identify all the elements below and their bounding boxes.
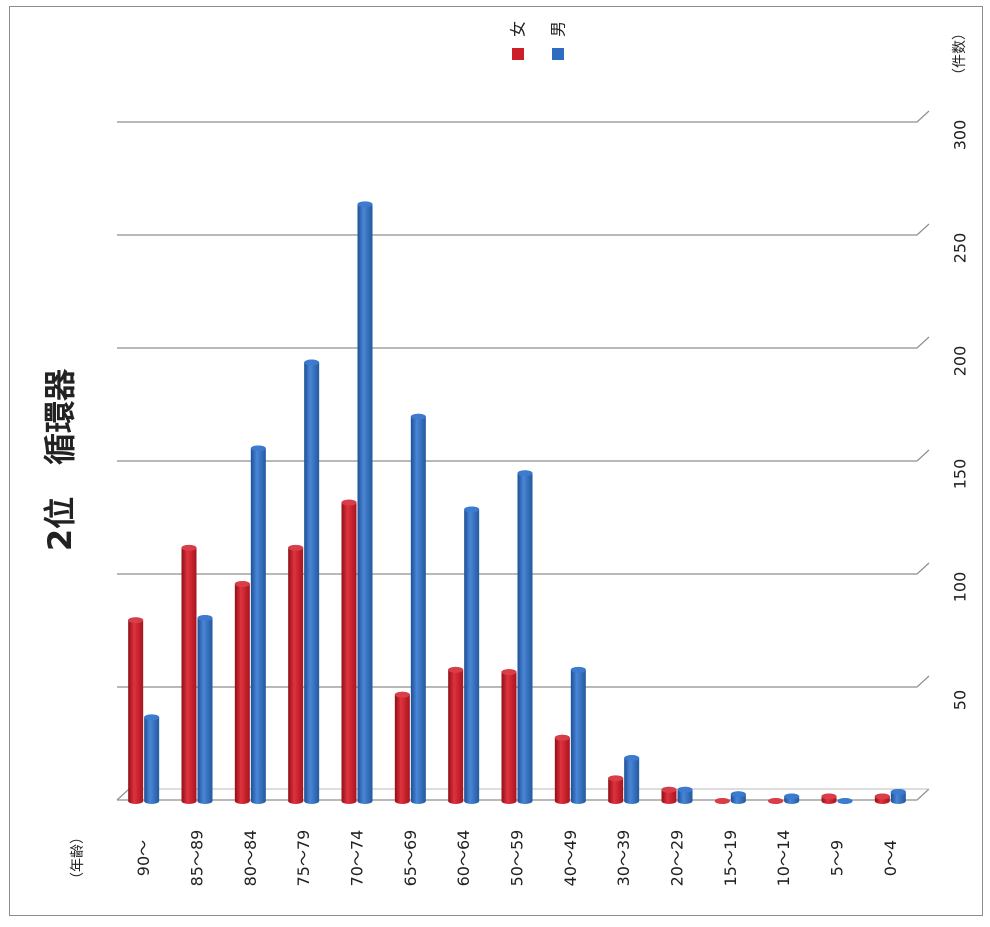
x-axis-title: （年齢） bbox=[70, 830, 86, 886]
bar-cap bbox=[624, 755, 640, 762]
bar-male bbox=[410, 413, 426, 804]
gridline bbox=[117, 223, 930, 236]
bar-female bbox=[341, 499, 357, 804]
bar-cap bbox=[570, 666, 586, 673]
bar-female bbox=[554, 734, 570, 804]
legend-swatch bbox=[552, 48, 564, 60]
bar-female bbox=[394, 691, 410, 804]
gridline bbox=[117, 110, 930, 123]
bar-cap bbox=[517, 470, 533, 477]
legend-swatch bbox=[512, 48, 524, 60]
bar-cap bbox=[501, 669, 517, 676]
gridline bbox=[117, 449, 930, 462]
bar-male bbox=[197, 614, 213, 804]
y-tick-label: 200 bbox=[951, 346, 970, 377]
bar-cap bbox=[784, 793, 800, 800]
y-tick-label: 300 bbox=[951, 120, 970, 151]
x-tick-label: 70〜74 bbox=[348, 830, 367, 887]
bar-female bbox=[288, 544, 304, 804]
y-tick-label: 100 bbox=[951, 572, 970, 603]
gridline bbox=[117, 336, 930, 349]
x-tick-label: 75〜79 bbox=[294, 830, 313, 887]
x-tick-label: 50〜59 bbox=[508, 830, 527, 887]
bar-male bbox=[144, 714, 160, 804]
x-tick-label: 15〜19 bbox=[721, 830, 740, 887]
gridline bbox=[117, 675, 930, 688]
bar-cap bbox=[128, 617, 144, 624]
bar-cap bbox=[661, 786, 677, 793]
bar-male bbox=[250, 445, 266, 804]
bar-cap bbox=[197, 614, 213, 621]
x-tick-label: 90〜 bbox=[134, 840, 153, 876]
chart-title: 2位 循環器 bbox=[41, 368, 79, 551]
bar-female bbox=[501, 669, 517, 804]
labels: 90〜 85〜89 80〜84 75〜79 70〜74 65〜69 60〜64 50〜59 40… bbox=[41, 21, 970, 886]
bar-cap bbox=[890, 788, 906, 795]
bar-cap bbox=[874, 793, 890, 800]
bar-cap bbox=[341, 499, 357, 506]
bar-male bbox=[464, 506, 480, 804]
x-tick-label: 5〜9 bbox=[828, 840, 847, 876]
bar-cap bbox=[464, 506, 480, 513]
x-tick-label: 80〜84 bbox=[241, 830, 260, 887]
bar-cap bbox=[714, 798, 730, 804]
y-tick-label: 50 bbox=[951, 690, 970, 710]
bar-female bbox=[181, 544, 197, 804]
legend-label: 男 bbox=[549, 21, 568, 37]
y-tick-label: 250 bbox=[951, 233, 970, 264]
x-tick-label: 30〜39 bbox=[614, 830, 633, 887]
bar-male bbox=[517, 470, 533, 804]
bar-female bbox=[128, 617, 144, 804]
bar-male bbox=[357, 201, 373, 805]
y-axis-title: （件数） bbox=[952, 26, 968, 82]
bar-cap bbox=[181, 544, 197, 551]
bar-cap bbox=[608, 775, 624, 782]
bar-female bbox=[448, 666, 464, 804]
x-tick-label: 65〜69 bbox=[401, 830, 420, 887]
gridlines bbox=[116, 110, 930, 801]
bar-cap bbox=[837, 798, 853, 804]
gridline bbox=[117, 562, 930, 575]
bar-male bbox=[570, 666, 586, 804]
bar-cap bbox=[768, 798, 784, 804]
x-tick-label: 0〜4 bbox=[881, 840, 900, 876]
bar-cap bbox=[250, 445, 266, 452]
bar-cap bbox=[730, 791, 746, 798]
bar-male bbox=[624, 755, 640, 804]
bar-cap bbox=[144, 714, 160, 721]
bar-cap bbox=[234, 581, 250, 588]
x-tick-label: 20〜29 bbox=[668, 830, 687, 887]
x-tick-label: 10〜14 bbox=[774, 830, 793, 887]
bar-cap bbox=[554, 734, 570, 741]
bar-cap bbox=[394, 691, 410, 698]
bar-cap bbox=[821, 793, 837, 800]
gridline bbox=[117, 788, 930, 801]
bar-male bbox=[304, 359, 320, 804]
legend-label: 女 bbox=[509, 21, 528, 37]
x-tick-label: 40〜49 bbox=[561, 830, 580, 887]
x-tick-label: 60〜64 bbox=[454, 830, 473, 887]
bar-female bbox=[234, 581, 250, 804]
bar-cap bbox=[677, 786, 693, 793]
bar-cap bbox=[288, 544, 304, 551]
bar-cap bbox=[410, 413, 426, 420]
bar-cap bbox=[304, 359, 320, 366]
bar-cap bbox=[448, 666, 464, 673]
floor-edge bbox=[116, 788, 130, 801]
x-tick-label: 85〜89 bbox=[188, 830, 207, 887]
bar-cap bbox=[357, 201, 373, 208]
y-tick-label: 150 bbox=[951, 459, 970, 490]
bars bbox=[128, 201, 906, 805]
bar-female bbox=[608, 775, 624, 804]
